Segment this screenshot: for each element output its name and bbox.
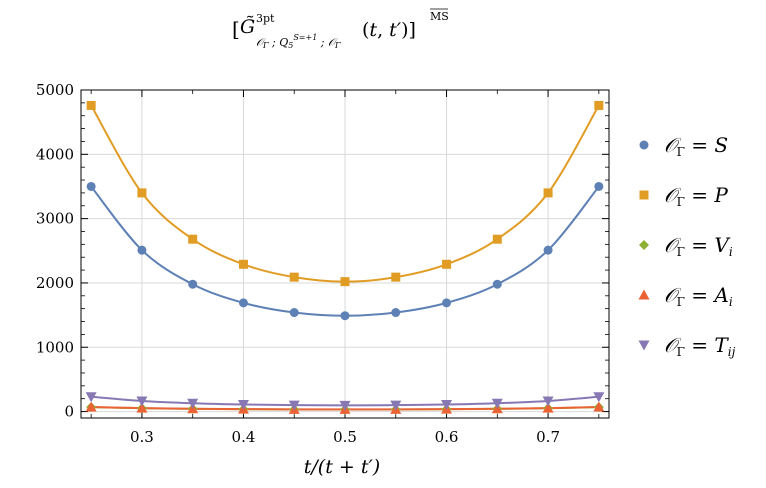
data-point bbox=[237, 399, 249, 410]
legend-marker bbox=[638, 289, 650, 300]
data-point bbox=[491, 398, 503, 409]
y-tick-label: 4000 bbox=[36, 145, 74, 163]
data-point bbox=[542, 402, 554, 413]
data-point bbox=[137, 245, 147, 255]
data-point bbox=[288, 400, 300, 411]
y-tick-label: 5000 bbox=[36, 81, 74, 99]
svg-text:3pt: 3pt bbox=[256, 12, 275, 25]
y-tick-label: 3000 bbox=[36, 210, 74, 228]
data-point bbox=[187, 398, 199, 409]
data-markers bbox=[85, 100, 605, 415]
legend-label: 𝒪Γ = P bbox=[664, 183, 728, 209]
data-point bbox=[85, 392, 97, 403]
data-point bbox=[136, 402, 148, 413]
data-point bbox=[289, 308, 299, 318]
data-point bbox=[442, 259, 452, 269]
data-point bbox=[442, 298, 452, 308]
grid bbox=[81, 89, 609, 418]
legend-label: 𝒪Γ = Ai bbox=[664, 283, 733, 309]
legend-label: 𝒪Γ = Tij bbox=[664, 333, 736, 359]
x-tick-label: 0.7 bbox=[536, 428, 560, 446]
y-tick-label: 0 bbox=[64, 403, 74, 421]
legend-label: 𝒪Γ = Vi bbox=[664, 233, 733, 259]
svg-text:G̃: G̃ bbox=[240, 16, 255, 38]
legend-marker bbox=[639, 240, 649, 250]
data-point bbox=[238, 259, 248, 269]
data-point bbox=[593, 392, 605, 403]
data-point bbox=[594, 181, 604, 191]
data-point bbox=[339, 400, 351, 411]
legend-label: 𝒪Γ = S bbox=[664, 133, 728, 159]
data-point bbox=[188, 234, 198, 244]
data-point bbox=[86, 181, 96, 191]
data-point bbox=[492, 234, 502, 244]
svg-text:[: [ bbox=[232, 17, 240, 41]
x-axis-label-text: t/(t + t′) bbox=[304, 456, 380, 478]
y-tick-label: 2000 bbox=[36, 274, 74, 292]
data-point bbox=[543, 188, 553, 198]
data-point bbox=[391, 272, 401, 282]
data-point bbox=[188, 279, 198, 289]
axes: 0.3 0.4 0.5 0.6 0.7 0 1000 2000 3000 4000 5000 bbox=[36, 81, 610, 446]
data-point bbox=[593, 401, 605, 412]
data-point bbox=[543, 245, 553, 255]
data-point bbox=[340, 311, 350, 321]
data-point bbox=[492, 279, 502, 289]
svg-text:MS: MS bbox=[430, 10, 449, 23]
svg-text:𝒪Γ ; Q5S=+1 ; 𝒪Γ: 𝒪Γ ; Q5S=+1 ; 𝒪Γ bbox=[256, 33, 341, 50]
data-point bbox=[441, 399, 453, 410]
x-tick-label: 0.3 bbox=[130, 428, 154, 446]
data-point bbox=[85, 401, 97, 412]
data-point bbox=[136, 396, 148, 407]
legend-marker bbox=[639, 140, 649, 150]
data-point bbox=[86, 100, 96, 110]
data-point bbox=[340, 277, 350, 287]
data-point bbox=[391, 308, 401, 318]
chart-title: [ G̃ 3pt 𝒪Γ ; Q5S=+1 ; 𝒪Γ (t, t′)] MS bbox=[232, 8, 449, 50]
data-point bbox=[594, 100, 604, 110]
data-point bbox=[137, 188, 147, 198]
legend: 𝒪Γ = S 𝒪Γ = P 𝒪Γ = Vi 𝒪Γ = Ai 𝒪Γ = Tij bbox=[638, 133, 736, 359]
data-point bbox=[390, 400, 402, 411]
x-tick-label: 0.5 bbox=[333, 428, 357, 446]
legend-marker bbox=[639, 190, 649, 200]
x-tick-label: 0.4 bbox=[232, 428, 256, 446]
svg-text:(t, t′)]: (t, t′)] bbox=[362, 19, 416, 41]
data-point bbox=[542, 396, 554, 407]
data-point bbox=[238, 298, 248, 308]
x-tick-label: 0.6 bbox=[435, 428, 459, 446]
legend-marker bbox=[638, 340, 650, 351]
data-point bbox=[289, 272, 299, 282]
x-axis-label: t/(t + t′) bbox=[304, 456, 380, 478]
y-tick-label: 1000 bbox=[36, 338, 74, 356]
